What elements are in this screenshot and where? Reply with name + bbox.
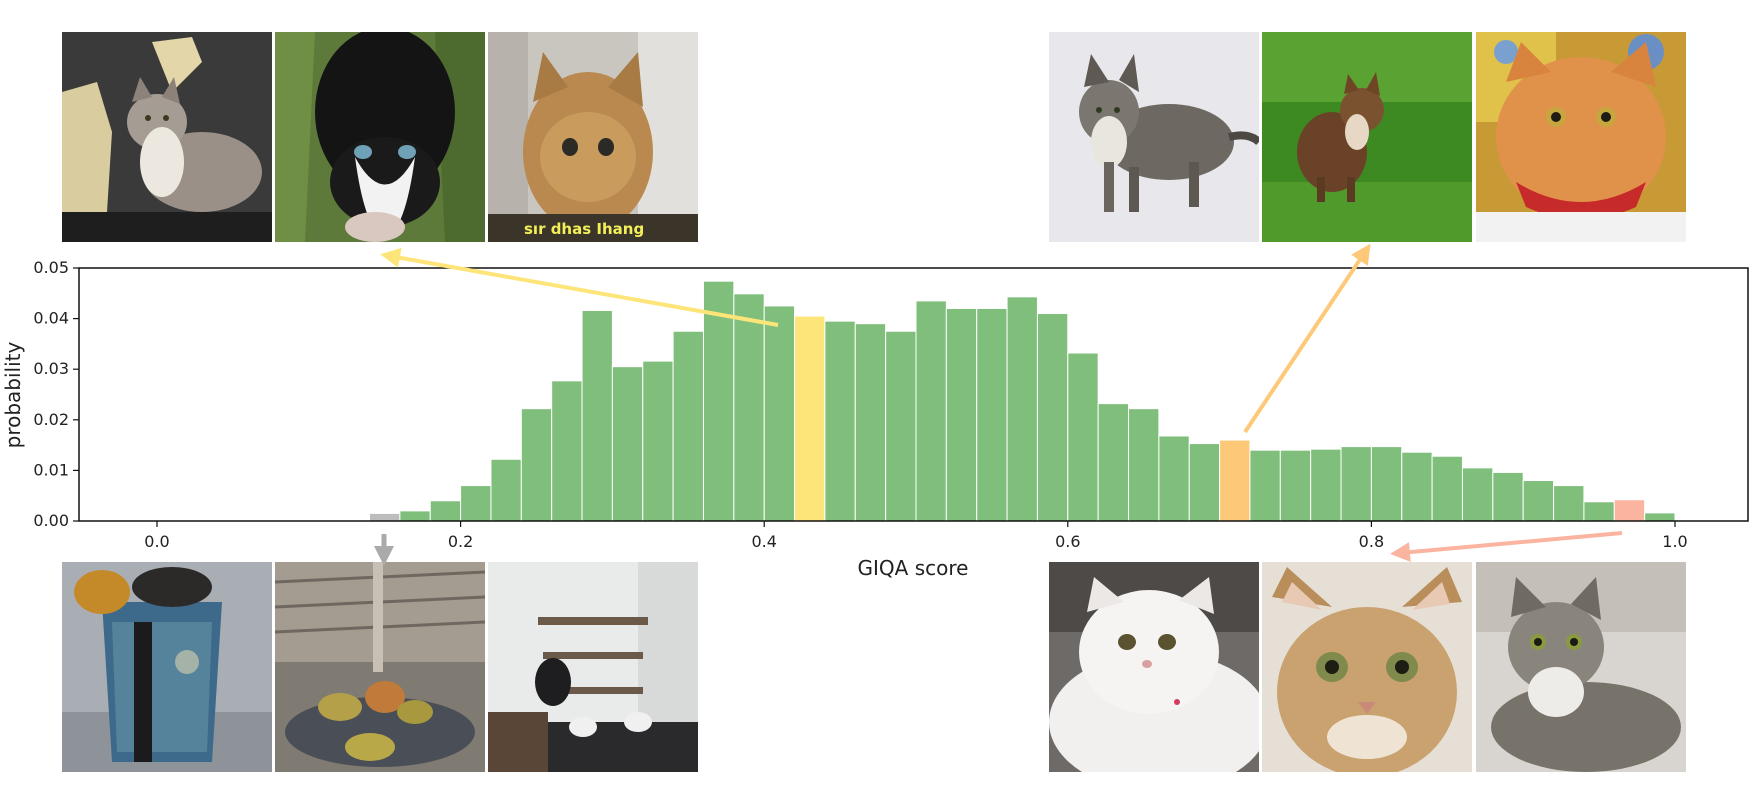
histogram-bar xyxy=(551,380,583,522)
histogram-bars xyxy=(338,280,1676,522)
histogram-bar xyxy=(794,315,826,522)
histogram-bar xyxy=(1401,451,1433,522)
arrow-salmon-to-bottom-right xyxy=(1390,531,1623,563)
histogram-bar xyxy=(1219,439,1251,522)
y-tick-label: 0.04 xyxy=(33,309,69,328)
histogram-bar xyxy=(824,320,856,522)
y-tick-label: 0.03 xyxy=(33,359,69,378)
thumb-caption-text: sır dhas Ihang xyxy=(524,220,644,238)
histogram-bar xyxy=(1097,403,1130,522)
histogram-bar xyxy=(1310,448,1342,522)
arrow-yellow-to-top-left xyxy=(380,247,779,327)
histogram-bar xyxy=(581,310,613,522)
histogram-bar xyxy=(1006,296,1038,522)
thumb-cat-tabby-lying xyxy=(1476,562,1686,772)
histogram-bar xyxy=(1036,313,1069,522)
y-tick-label: 0.01 xyxy=(33,460,69,479)
histogram-bar xyxy=(672,330,704,522)
histogram-bar xyxy=(1431,455,1463,522)
histogram-bar xyxy=(460,485,492,522)
x-tick-label: 0.8 xyxy=(1359,532,1384,551)
thumb-cat-tabby-snow xyxy=(1049,32,1259,242)
histogram-bar xyxy=(1492,471,1524,522)
thumb-cat-white-persian xyxy=(1049,562,1259,772)
x-axis-ticks: 0.0 0.2 0.4 0.6 0.8 1.0 xyxy=(144,521,1688,551)
x-axis-label: GIQA score xyxy=(858,556,969,580)
histogram-bar xyxy=(642,360,674,522)
histogram-bar xyxy=(1340,446,1372,522)
thumb-artifact-shelves xyxy=(488,562,698,772)
histogram-bar xyxy=(1461,467,1494,522)
x-tick-label: 0.0 xyxy=(144,532,169,551)
thumb-cat-grass xyxy=(1262,32,1472,242)
arrow-orange-to-top-right xyxy=(1243,243,1371,434)
histogram-bar xyxy=(611,366,644,522)
histogram-bar xyxy=(369,512,401,522)
histogram-bar xyxy=(1158,435,1190,522)
histogram-bar xyxy=(1583,501,1615,522)
histogram-bar xyxy=(399,510,431,522)
thumb-cat-orange-caption: sır dhas Ihang xyxy=(488,32,698,242)
y-tick-label: 0.05 xyxy=(33,258,69,277)
x-tick-label: 1.0 xyxy=(1662,532,1687,551)
histogram-bar xyxy=(885,330,917,522)
histogram-bar xyxy=(1644,512,1676,522)
y-tick-label: 0.00 xyxy=(33,511,69,530)
histogram-bar xyxy=(1249,449,1281,522)
histogram-bar xyxy=(1128,408,1160,522)
histogram-bar xyxy=(976,307,1008,522)
plot-frame xyxy=(78,267,1749,522)
y-tick-label: 0.02 xyxy=(33,410,69,429)
thumb-cat-black-white xyxy=(275,32,485,242)
histogram-bar xyxy=(1188,443,1221,522)
histogram-bar xyxy=(915,300,947,522)
histogram-bar xyxy=(429,500,462,522)
histogram-bar xyxy=(1522,480,1555,522)
thumb-cat-gray-sitting xyxy=(62,32,272,242)
x-tick-label: 0.6 xyxy=(1055,532,1080,551)
histogram-bar xyxy=(1553,485,1585,522)
histogram-bar xyxy=(763,305,796,522)
thumb-artifact-stones xyxy=(275,562,485,772)
histogram-bar xyxy=(733,293,765,522)
histogram-bar xyxy=(490,458,522,522)
histogram-bar xyxy=(854,323,887,522)
histogram-bar xyxy=(945,307,978,522)
x-tick-label: 0.2 xyxy=(448,532,473,551)
histogram-bar xyxy=(1370,446,1403,522)
histogram-bar xyxy=(1613,499,1646,522)
y-axis-ticks: 0.00 0.01 0.02 0.03 0.04 0.05 xyxy=(33,258,79,530)
histogram-bar xyxy=(1067,352,1099,522)
thumb-cat-orange-red-collar xyxy=(1476,32,1686,242)
x-tick-label: 0.4 xyxy=(751,532,776,551)
y-axis-label: probability xyxy=(1,341,25,448)
histogram-bar xyxy=(1279,449,1312,522)
thumb-artifact-blue-cloth xyxy=(62,562,272,772)
thumb-cat-tabby-face xyxy=(1262,562,1472,772)
histogram-bar xyxy=(520,408,553,522)
